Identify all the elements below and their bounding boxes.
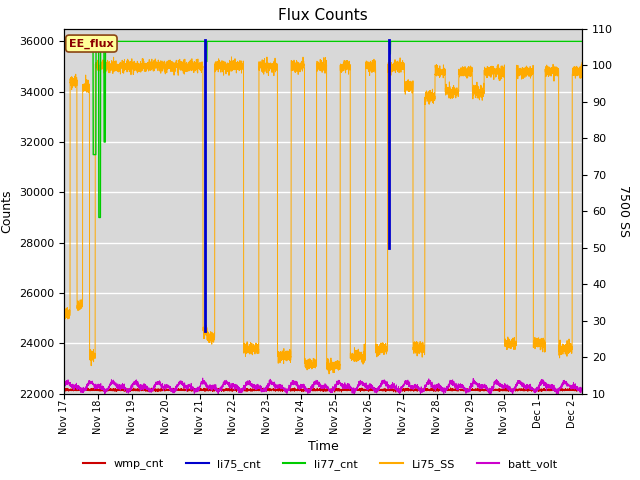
Li75_SS: [371, 70, 379, 75]
wmp_cnt: [447, 387, 455, 393]
X-axis label: Time: Time: [308, 440, 339, 453]
li77_cnt: [486, 38, 494, 44]
li77_cnt: [95, 215, 102, 220]
wmp_cnt: [486, 386, 494, 392]
Li75_SS: [397, 60, 405, 66]
Line: li77_cnt: li77_cnt: [64, 41, 582, 217]
wmp_cnt: [256, 385, 264, 391]
batt_volt: [579, 386, 586, 392]
batt_volt: [397, 388, 405, 394]
Li75_SS: [447, 95, 455, 101]
Line: wmp_cnt: wmp_cnt: [64, 388, 582, 392]
li77_cnt: [397, 38, 405, 44]
li77_cnt: [60, 38, 68, 44]
batt_volt: [509, 392, 516, 397]
wmp_cnt: [555, 389, 563, 395]
Li75_SS: [579, 66, 586, 72]
batt_volt: [447, 380, 455, 385]
Li75_SS: [60, 309, 68, 314]
wmp_cnt: [259, 386, 266, 392]
Li75_SS: [325, 371, 333, 377]
Y-axis label: Counts: Counts: [1, 190, 13, 233]
li77_cnt: [259, 38, 266, 44]
li77_cnt: [371, 38, 379, 44]
li77_cnt: [579, 38, 586, 44]
li77_cnt: [447, 38, 455, 44]
Li75_SS: [486, 64, 494, 70]
wmp_cnt: [371, 385, 379, 391]
wmp_cnt: [60, 387, 68, 393]
batt_volt: [486, 388, 494, 394]
Title: Flux Counts: Flux Counts: [278, 9, 368, 24]
Text: EE_flux: EE_flux: [69, 38, 114, 48]
Li75_SS: [154, 62, 162, 68]
Y-axis label: 7500 SS: 7500 SS: [617, 185, 630, 237]
batt_volt: [371, 389, 379, 395]
batt_volt: [60, 384, 68, 390]
wmp_cnt: [397, 388, 405, 394]
wmp_cnt: [579, 386, 586, 392]
Line: Li75_SS: Li75_SS: [64, 57, 582, 374]
Legend: wmp_cnt, li75_cnt, li77_cnt, Li75_SS, batt_volt: wmp_cnt, li75_cnt, li77_cnt, Li75_SS, ba…: [78, 455, 562, 474]
Li75_SS: [228, 54, 236, 60]
batt_volt: [259, 389, 266, 395]
li77_cnt: [154, 38, 162, 44]
wmp_cnt: [154, 386, 162, 392]
batt_volt: [199, 375, 207, 381]
batt_volt: [154, 380, 162, 386]
Line: batt_volt: batt_volt: [64, 378, 582, 395]
Li75_SS: [259, 57, 266, 63]
